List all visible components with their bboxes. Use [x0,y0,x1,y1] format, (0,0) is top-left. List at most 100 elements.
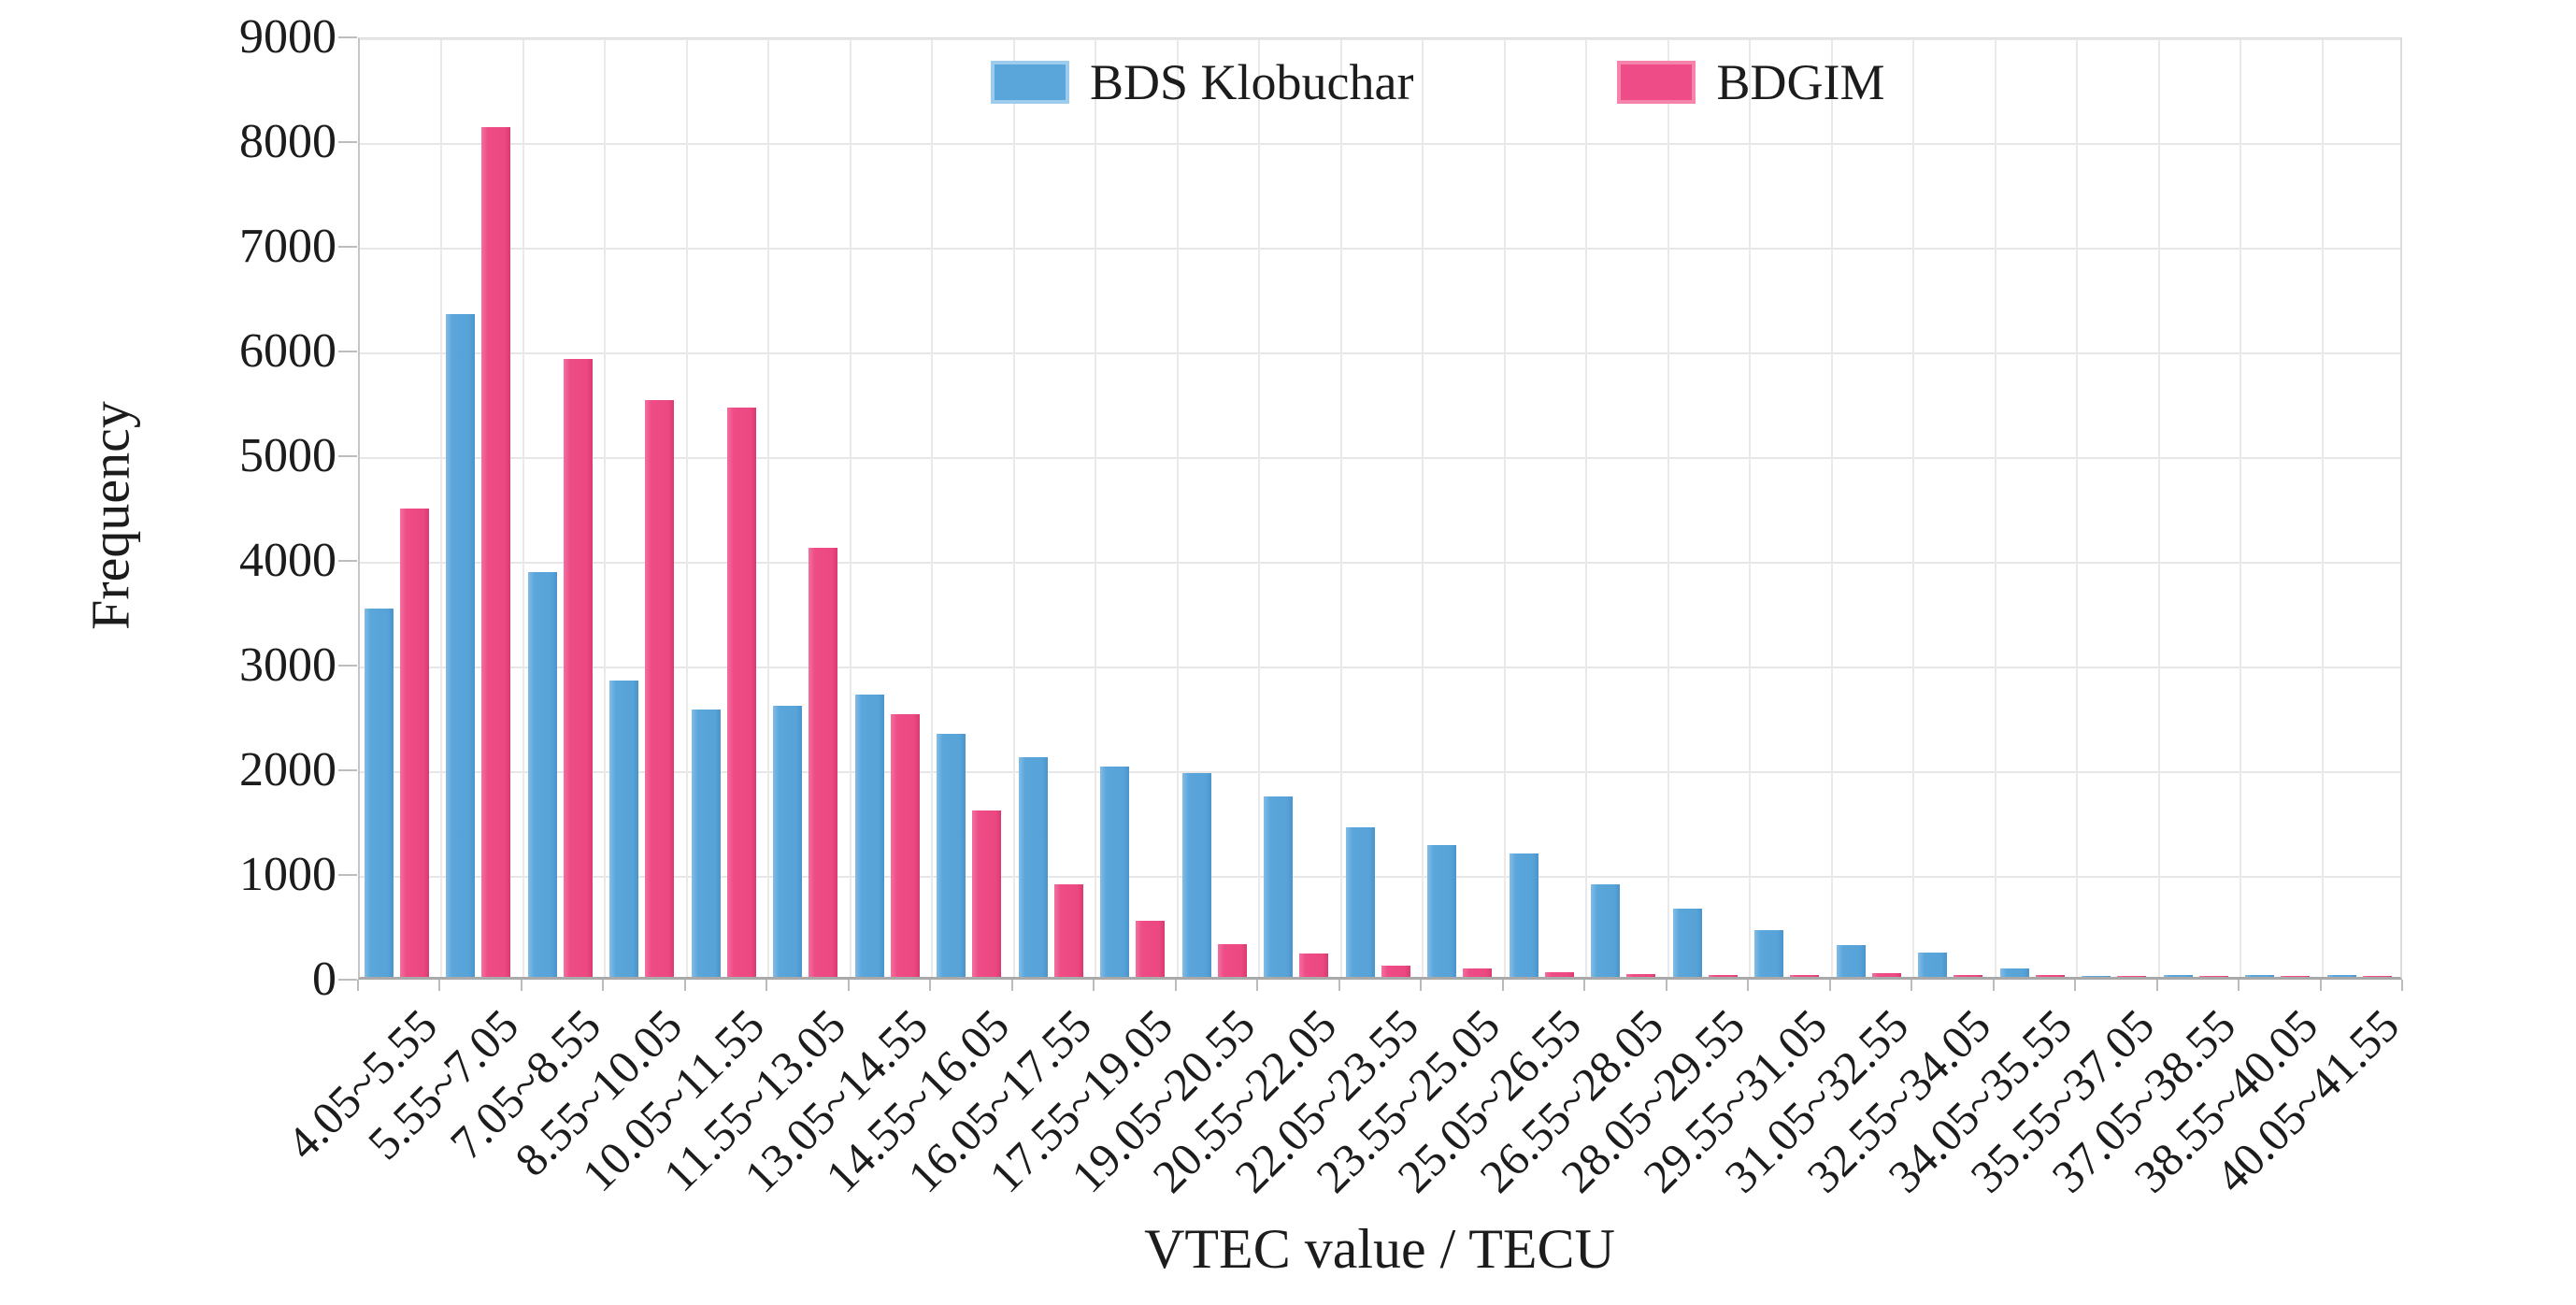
bar-bdgim [1136,920,1166,977]
category-group [2323,39,2404,977]
legend: BDS Klobuchar BDGIM [991,54,1884,110]
bar-bds-klobuchar [446,314,476,977]
bar-bdgim [2198,976,2228,977]
bar-bds-klobuchar [691,710,721,977]
legend-item-bds-klobuchar: BDS Klobuchar [991,53,1413,111]
y-tick-label: 2000 [239,743,336,796]
bar-bds-klobuchar [773,705,803,977]
gridline-horizontal [360,143,2400,145]
bar-bdgim [481,126,511,977]
y-tick-label: 5000 [239,429,336,482]
x-tick-mark [357,980,359,991]
gridline-vertical [849,39,852,977]
category-group [932,39,1013,977]
bar-bds-klobuchar [1918,953,1948,977]
y-tick-label: 6000 [239,324,336,378]
category-group [2077,39,2158,977]
bar-bdgim [1381,965,1410,977]
category-group [1996,39,2077,977]
x-tick-mark [438,980,441,991]
bar-bdgim [1299,954,1329,977]
y-tick-mark [338,351,357,352]
y-tick-mark [338,560,357,562]
category-group [1178,39,1259,977]
x-tick-mark [1992,980,1995,991]
bar-bdgim [1217,944,1247,977]
x-tick-mark [1256,980,1259,991]
bar-bds-klobuchar [1754,929,1784,977]
bar-bds-klobuchar [1999,968,2029,977]
legend-swatch-bds-klobuchar-icon [991,61,1069,104]
x-tick-mark [766,980,768,991]
gridline-vertical [1912,39,1915,977]
bar-bdgim [645,399,675,977]
x-tick-mark [2238,980,2240,991]
category-group [1341,39,1423,977]
legend-item-bdgim: BDGIM [1617,53,1884,111]
y-tick-label: 0 [312,953,336,1006]
y-tick-label: 1000 [239,848,336,901]
gridline-vertical [685,39,688,977]
y-tick-label: 8000 [239,115,336,168]
gridline-horizontal [360,457,2400,459]
x-tick-mark [2319,980,2322,991]
bar-bdgim [726,407,756,977]
legend-label-bdgim: BDGIM [1716,54,1885,110]
gridline-horizontal [360,352,2400,354]
x-tick-mark [1501,980,1504,991]
bar-bds-klobuchar [527,571,557,977]
gridline-horizontal [360,248,2400,250]
gridline-vertical [1585,39,1588,977]
category-group [1014,39,1095,977]
legend-label-bds-klobuchar: BDS Klobuchar [1090,54,1414,110]
bar-bds-klobuchar [1018,756,1048,977]
category-group [1259,39,1340,977]
gridline-vertical [2240,39,2242,977]
x-axis-title: VTEC value / TECU [1144,1218,1615,1280]
gridline-vertical [1012,39,1015,977]
gridline-vertical [2076,39,2079,977]
gridline-vertical [931,39,934,977]
x-tick-mark [1420,980,1423,991]
bar-bds-klobuchar [2326,975,2356,977]
gridline-vertical [1095,39,1097,977]
bar-bdgim [2117,975,2147,977]
category-group [360,39,441,977]
gridline-vertical [767,39,770,977]
category-group [1668,39,1750,977]
bar-bds-klobuchar [365,608,394,977]
category-group [2159,39,2240,977]
bar-bdgim [1953,974,1983,977]
bar-bds-klobuchar [1181,772,1211,977]
bar-bds-klobuchar [2163,974,2193,977]
category-group [1586,39,1667,977]
gridline-vertical [1339,39,1342,977]
y-tick-mark [338,455,357,457]
x-tick-mark [602,980,605,991]
bar-bdgim [1626,973,1656,977]
gridline-vertical [522,39,524,977]
y-tick-label: 7000 [239,220,336,273]
category-group [768,39,850,977]
bar-bds-klobuchar [1427,844,1457,977]
gridline-vertical [1176,39,1179,977]
x-tick-mark [1174,980,1177,991]
bar-bdgim [400,509,429,977]
bar-bdgim [1463,968,1493,977]
gridline-horizontal [360,562,2400,564]
gridline-vertical [604,39,607,977]
y-tick-label: 4000 [239,534,336,587]
bar-bdgim [2035,975,2065,977]
category-group [687,39,768,977]
gridline-vertical [1503,39,1506,977]
plot-area [358,37,2402,980]
gridline-vertical [1258,39,1261,977]
bar-bds-klobuchar [1345,826,1375,977]
y-tick-label: 9000 [239,10,336,64]
category-group [605,39,686,977]
y-tick-mark [338,141,357,143]
category-group [1505,39,1586,977]
bar-bds-klobuchar [937,734,966,977]
bar-bds-klobuchar [1672,909,1702,977]
bar-bdgim [1790,974,1820,977]
